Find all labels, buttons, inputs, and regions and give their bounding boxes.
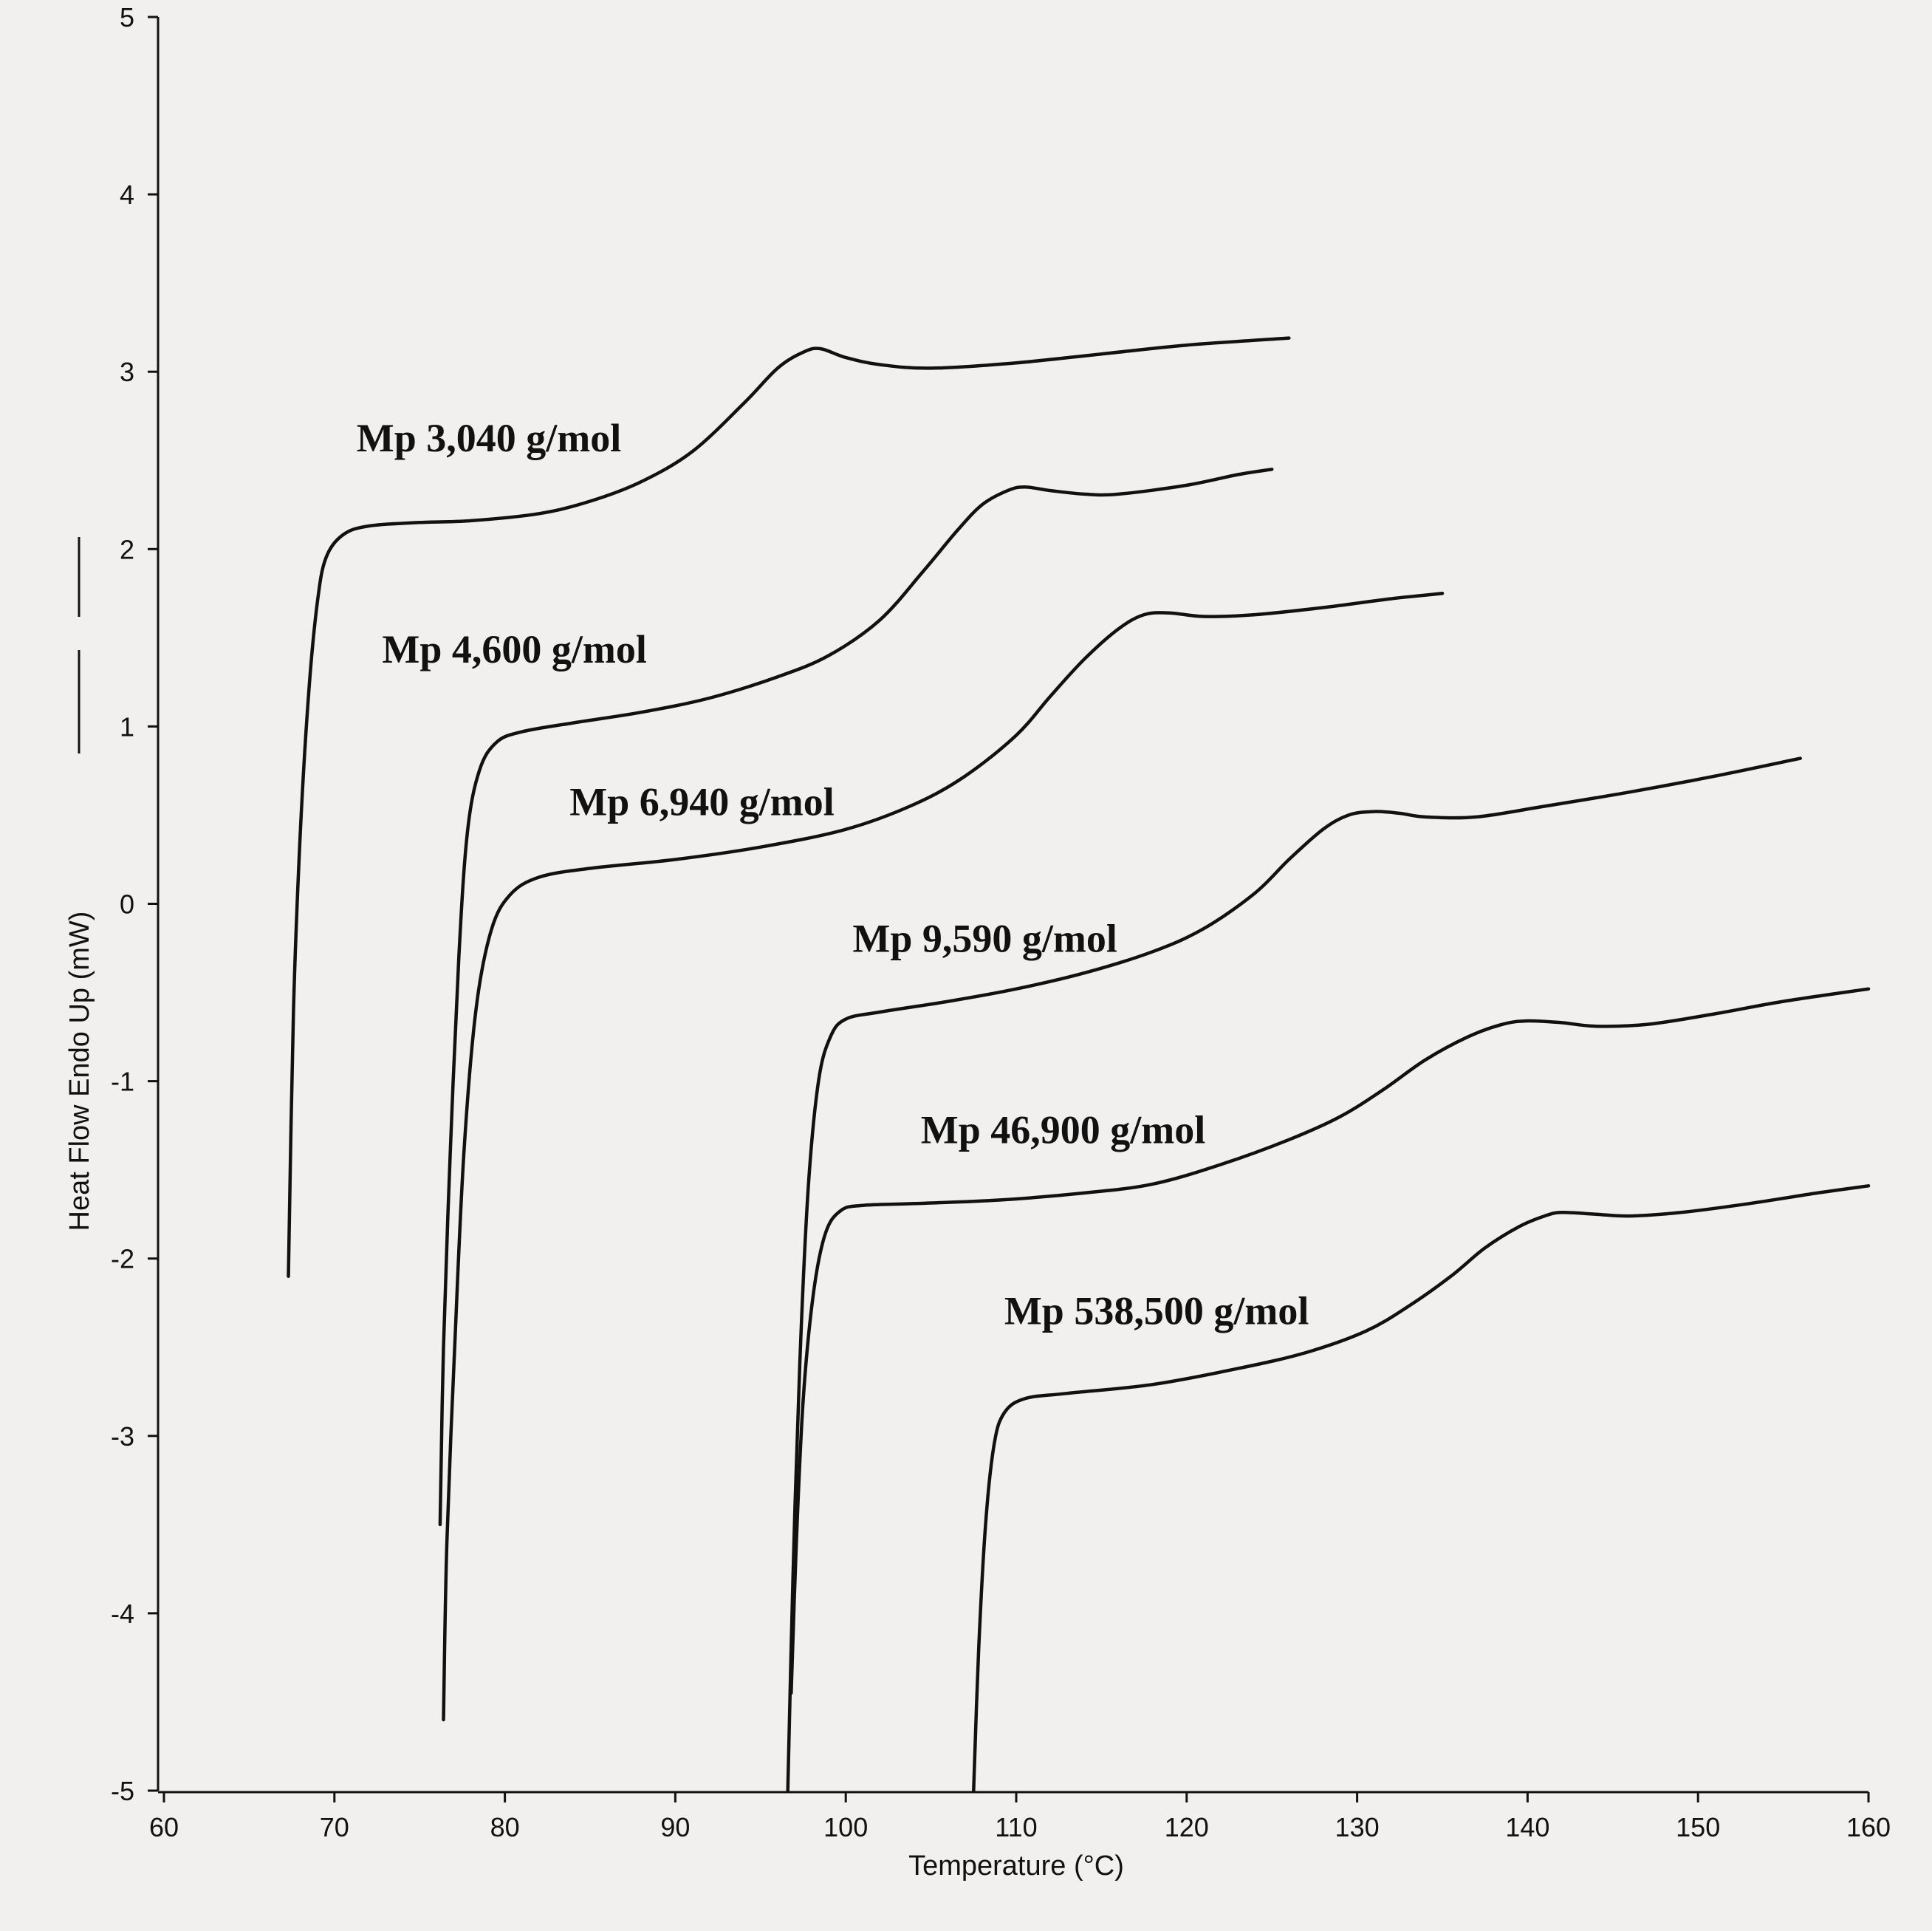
series-label-mp-4-600-g-mol: Mp 4,600 g/mol bbox=[382, 627, 647, 671]
y-axis-title-group: Heat Flow Endo Up (mW) bbox=[64, 537, 95, 1231]
series-curve-mp-6-940-g-mol bbox=[442, 592, 1445, 1722]
y-axis-title: Heat Flow Endo Up (mW) bbox=[64, 912, 95, 1231]
y-tick-label-neg1: -1 bbox=[111, 1067, 134, 1097]
y-tick-label-4: 4 bbox=[120, 180, 134, 210]
series-label-mp-6-940-g-mol: Mp 6,940 g/mol bbox=[569, 779, 834, 824]
y-tick-label-neg2: -2 bbox=[111, 1244, 134, 1274]
y-tick-label-neg5: -5 bbox=[111, 1776, 134, 1806]
y-tick-label-5: 5 bbox=[120, 2, 134, 33]
y-tick-label-2: 2 bbox=[120, 534, 134, 564]
x-tick-label-160: 160 bbox=[1846, 1812, 1891, 1842]
series-curve-mp-4-600-g-mol bbox=[438, 468, 1274, 1527]
y-tick-label-neg3: -3 bbox=[111, 1421, 134, 1452]
series-curve-mp-9-590-g-mol bbox=[786, 756, 1802, 1793]
series-curve-mp-538-500-g-mol bbox=[972, 1184, 1871, 1793]
series-curves bbox=[287, 336, 1871, 1793]
x-tick-label-140: 140 bbox=[1505, 1812, 1549, 1842]
y-tick-label-3: 3 bbox=[120, 357, 134, 387]
ticks: 60 70 80 90 100 110 120 130 140 150 160 5 4 3 2 1 0 -1 -2 -… bbox=[111, 2, 1891, 1842]
series-label-mp-3-040-g-mol: Mp 3,040 g/mol bbox=[357, 416, 621, 460]
x-tick-label-90: 90 bbox=[660, 1812, 690, 1842]
x-tick-label-70: 70 bbox=[320, 1812, 349, 1842]
y-tick-label-0: 0 bbox=[120, 889, 134, 920]
axes bbox=[157, 17, 1868, 1794]
series-label-mp-46-900-g-mol: Mp 46,900 g/mol bbox=[921, 1108, 1206, 1152]
x-tick-label-130: 130 bbox=[1335, 1812, 1380, 1842]
x-axis-title: Temperature (°C) bbox=[908, 1850, 1124, 1882]
series-label-mp-9-590-g-mol: Mp 9,590 g/mol bbox=[852, 916, 1117, 960]
x-tick-label-110: 110 bbox=[995, 1812, 1037, 1842]
series-labels: Mp 3,040 g/mol Mp 4,600 g/mol Mp 6,940 g/m… bbox=[357, 416, 1309, 1333]
x-tick-label-120: 120 bbox=[1165, 1812, 1209, 1842]
series-label-mp-538-500-g-mol: Mp 538,500 g/mol bbox=[1004, 1289, 1309, 1333]
x-tick-label-80: 80 bbox=[490, 1812, 520, 1842]
y-tick-label-1: 1 bbox=[120, 711, 134, 742]
x-tick-label-60: 60 bbox=[149, 1812, 179, 1842]
series-curve-mp-3-040-g-mol bbox=[287, 336, 1291, 1278]
y-tick-label-neg4: -4 bbox=[111, 1599, 134, 1629]
series-curve-mp-46-900-g-mol bbox=[789, 987, 1871, 1695]
x-tick-label-100: 100 bbox=[823, 1812, 868, 1842]
x-tick-label-150: 150 bbox=[1676, 1812, 1720, 1842]
